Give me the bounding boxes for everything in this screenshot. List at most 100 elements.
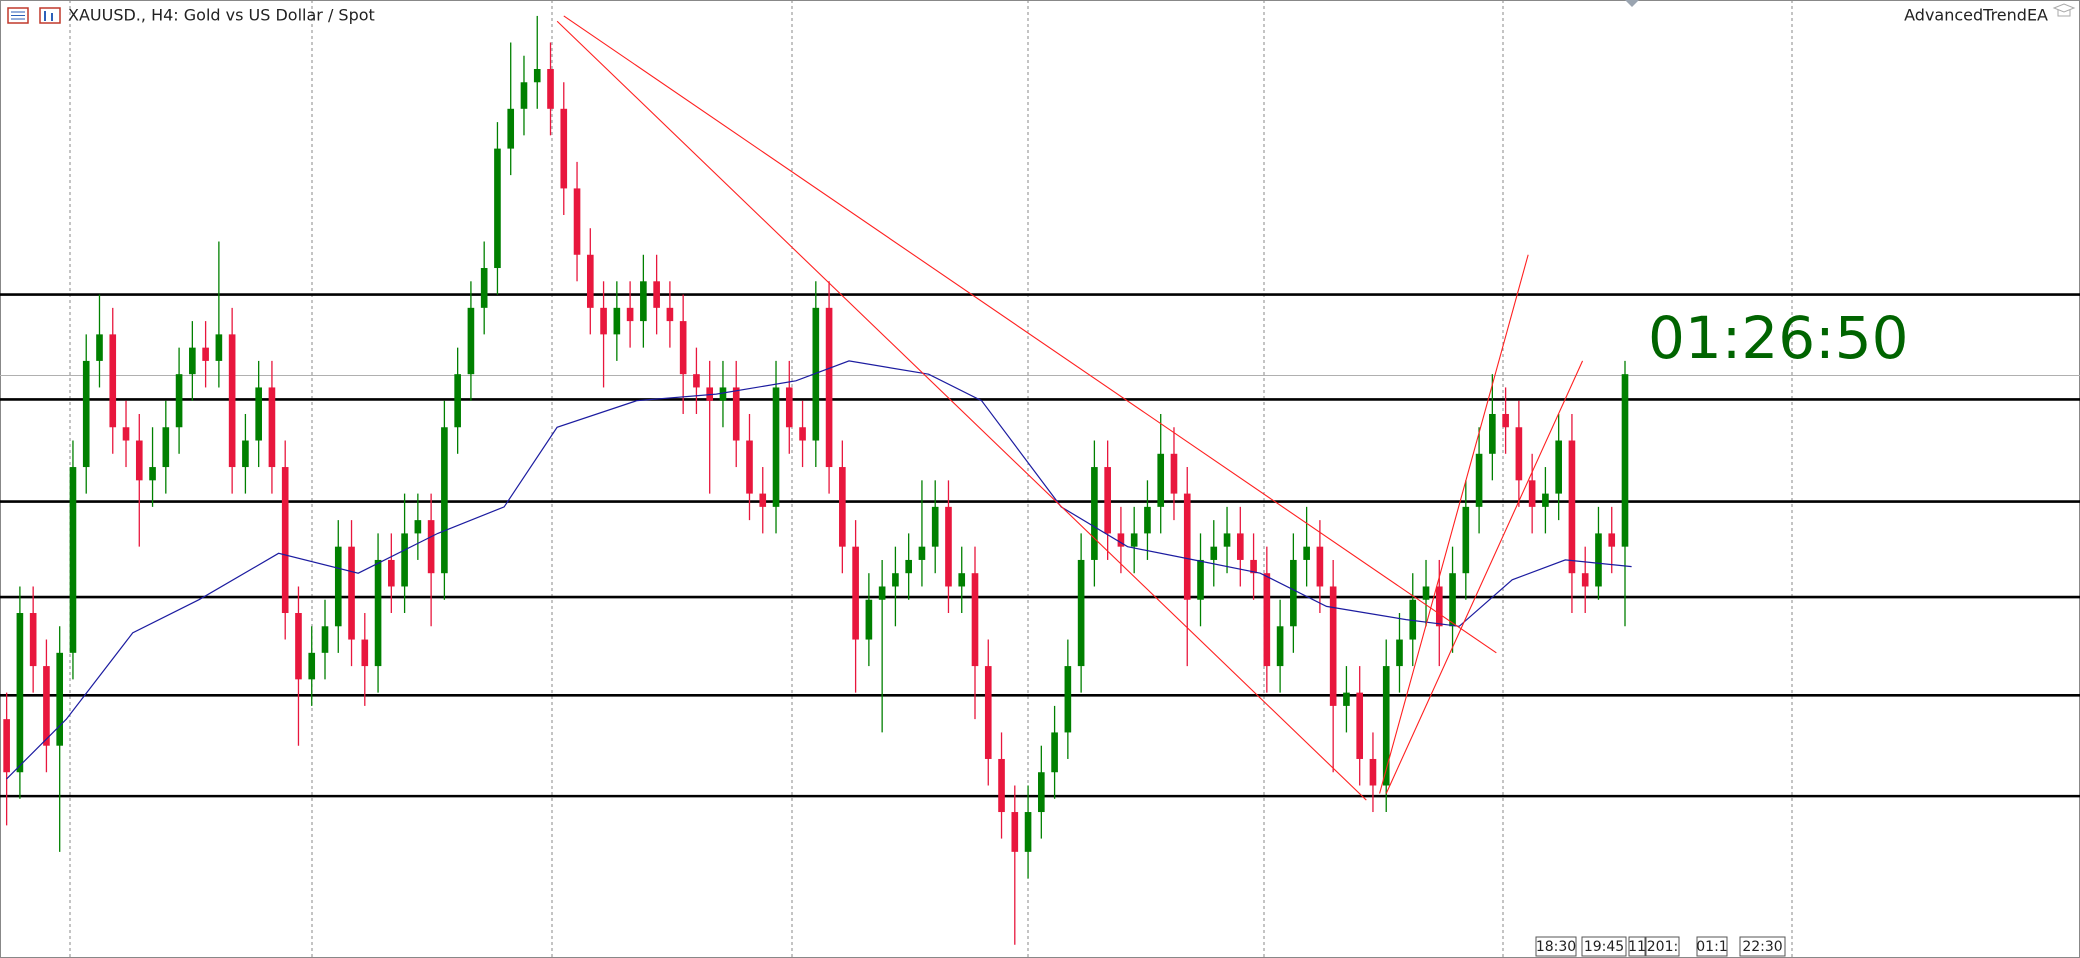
candle-body [825, 307, 833, 468]
candle-body [1091, 467, 1098, 560]
candle-body [1223, 533, 1231, 547]
candle-body [547, 68, 554, 109]
candle-body [1502, 413, 1509, 428]
candle-body [1117, 533, 1125, 547]
candle-body [321, 626, 329, 653]
candle-body [1197, 559, 1204, 600]
candle-body [56, 652, 64, 746]
candle-body [1449, 573, 1456, 627]
shift-marker[interactable] [1625, 0, 1639, 7]
candle-body [573, 188, 581, 255]
icon-chart[interactable] [39, 7, 61, 24]
candle-body [135, 440, 143, 481]
candle-body [679, 321, 687, 375]
candle-body [1303, 546, 1310, 560]
candle-body [268, 387, 276, 468]
countdown-timer: 01:26:50 [1648, 304, 1909, 372]
candle-body [1263, 573, 1271, 667]
candle-body [1382, 666, 1390, 786]
candle-body [1104, 467, 1111, 534]
candle-body [772, 387, 780, 507]
candle-body [1422, 586, 1430, 600]
candle-body [653, 281, 660, 308]
candle-body [1435, 586, 1443, 627]
candle-body [1542, 493, 1549, 507]
candle-body [361, 639, 369, 667]
candle-body [1489, 413, 1496, 454]
candle-body [334, 546, 342, 627]
candle-body [1316, 546, 1324, 587]
candle-body [905, 559, 912, 574]
candle-body [865, 599, 873, 640]
trendline [1379, 254, 1529, 794]
candle-body [202, 347, 209, 361]
candle-body [215, 334, 223, 361]
candle-body [1064, 666, 1072, 733]
moving-average [6, 360, 1632, 780]
candle-body [1157, 453, 1165, 507]
candle-body [640, 281, 647, 322]
candle-body [998, 758, 1005, 813]
time-label-box [1739, 936, 1786, 957]
candle-body [1515, 427, 1523, 481]
time-label: 19:45 [1584, 939, 1624, 955]
time-label: 11 [1628, 939, 1646, 955]
candle-body [1038, 772, 1045, 813]
expert-icon [2052, 3, 2076, 17]
candle-body [189, 347, 196, 375]
candle-body [931, 506, 939, 547]
candle-body [1608, 533, 1616, 547]
candle-body [388, 559, 395, 587]
candle-body [839, 467, 846, 547]
candle-body [533, 68, 541, 83]
candle-body [693, 374, 700, 388]
candle-body [1144, 506, 1151, 534]
candle-body [507, 108, 515, 149]
candle-body [1555, 440, 1562, 494]
time-label-box [1535, 936, 1577, 957]
candle-body [149, 467, 156, 481]
candle-body [1409, 599, 1417, 640]
candle-body [918, 546, 926, 560]
candle-body [467, 307, 475, 375]
candle-body [799, 427, 806, 441]
candle-body [971, 573, 979, 667]
candle-body [878, 586, 886, 600]
trendline [563, 15, 1497, 654]
candle-body [1290, 559, 1297, 627]
candle-body [1369, 758, 1377, 786]
candle-body [892, 573, 899, 587]
candle-body [1024, 812, 1032, 852]
candle-body [281, 467, 289, 614]
time-label-box [1696, 936, 1728, 957]
candle-body [1568, 440, 1576, 574]
candle-body [1236, 533, 1244, 560]
candle-body [401, 533, 408, 587]
candle-body [308, 652, 316, 680]
time-label-box [1645, 936, 1680, 957]
candle-body [812, 307, 820, 441]
candle-body [958, 573, 966, 587]
candle-body [613, 307, 621, 335]
candle-body [719, 387, 727, 401]
candle-body [626, 307, 634, 322]
candle-body [82, 360, 90, 468]
candle-body [560, 108, 568, 189]
candle-body [480, 268, 488, 308]
candle-body [1250, 559, 1257, 574]
candle-body [1595, 533, 1602, 587]
candle-body [1396, 639, 1403, 667]
time-label-box [1581, 936, 1627, 957]
time-label: 22:30 [1742, 939, 1782, 955]
candle-body [1329, 586, 1337, 706]
candle-body [1210, 546, 1218, 560]
candle-body [666, 307, 674, 322]
candle-body [175, 374, 183, 428]
candle-body [29, 613, 37, 667]
candle-body [1051, 732, 1058, 773]
toolbar-icons [7, 7, 61, 24]
trendline [1385, 360, 1584, 794]
candle-body [228, 334, 236, 468]
